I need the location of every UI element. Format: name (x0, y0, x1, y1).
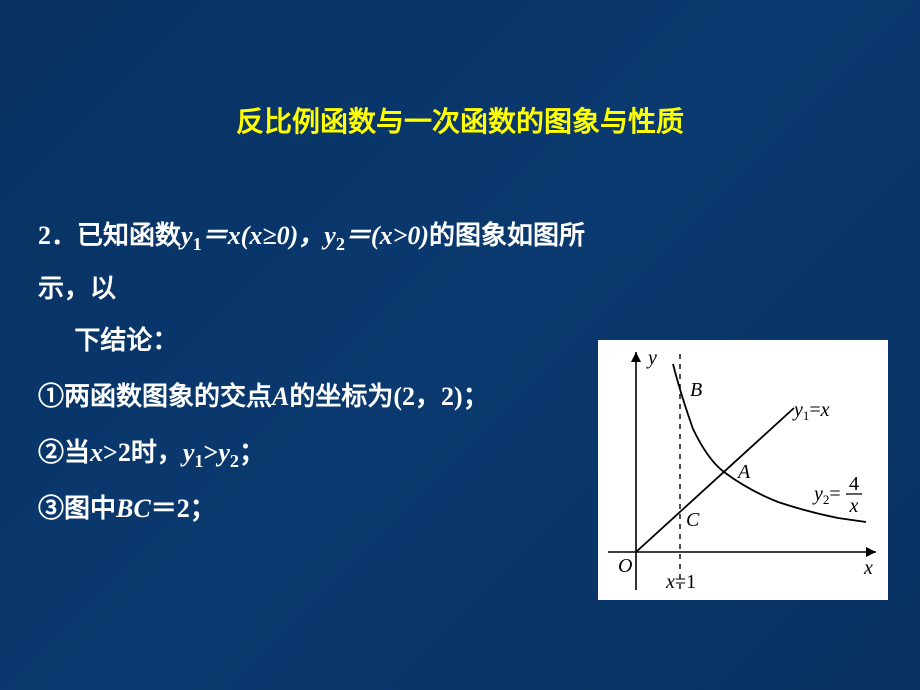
stmt2-posta: >2时， (103, 438, 183, 467)
slide: 反比例函数与一次函数的图象与性质 2．已知函数y1＝x(x≥0)，y2＝(x>0… (0, 0, 920, 690)
statement-1: ①两函数图象的交点A的坐标为(2，2)； (38, 371, 598, 423)
y2-series-label: y2= 4 x (812, 473, 862, 517)
origin-label: O (618, 555, 632, 577)
statement-2: ②当x>2时，y1>y2； (38, 427, 598, 480)
y2-frac-den: x (849, 495, 859, 517)
y1-sub: 1 (193, 234, 202, 254)
stmt3-pre: 图中 (64, 494, 116, 523)
stmt2-tail: ； (239, 438, 265, 467)
point-C-label: C (686, 509, 700, 531)
stmt2-gt: > (204, 438, 219, 467)
stmt3-BC: BC (116, 494, 151, 523)
stmt2-y2: y (218, 438, 230, 467)
question-number: 2． (38, 221, 77, 250)
svg-text:y2=: y2= (812, 483, 841, 507)
vline-label: x=1 (665, 571, 696, 593)
y-axis-label: y (646, 347, 657, 369)
question-line-1: 2．已知函数y1＝x(x≥0)，y2＝(x>0)的图象如图所示，以 (38, 210, 598, 315)
y-axis-arrow (631, 352, 641, 362)
y2-var: y (324, 221, 336, 250)
point-A-label: A (736, 461, 751, 483)
y2-sub: 2 (336, 234, 345, 254)
stmt3-post: ＝2； (151, 494, 216, 523)
question-line-2: 下结论： (38, 315, 598, 367)
eq1: ＝x(x≥0)， (202, 221, 325, 250)
eq2: ＝(x>0) (345, 221, 429, 250)
stmt1-A: A (272, 382, 289, 411)
stmt2-pre: 当 (64, 438, 90, 467)
line-y1 (636, 408, 794, 552)
question-body: 2．已知函数y1＝x(x≥0)，y2＝(x>0)的图象如图所示，以 下结论： ①… (38, 210, 598, 535)
x-axis-label: x (863, 557, 873, 579)
y1-series-label: y1=x (792, 399, 830, 423)
stmt2-y2s: 2 (230, 451, 239, 471)
stmt1-marker: ① (38, 382, 64, 411)
q-text-1a: 已知函数 (77, 221, 181, 250)
y2-frac-num: 4 (849, 473, 859, 495)
stmt2-x: x (90, 438, 103, 467)
statement-3: ③图中BC＝2； (38, 483, 598, 535)
stmt2-y1: y (183, 438, 195, 467)
stmt2-y1s: 1 (194, 451, 203, 471)
stmt3-marker: ③ (38, 494, 64, 523)
y1-var: y (181, 221, 193, 250)
stmt1-pre: 两函数图象的交点 (64, 382, 272, 411)
function-diagram: A B C O x y y1=x y2= 4 x x=1 (598, 340, 888, 600)
stmt1-post: 的坐标为(2，2)； (289, 382, 488, 411)
slide-title: 反比例函数与一次函数的图象与性质 (0, 100, 920, 140)
x-axis-arrow (866, 547, 876, 557)
point-B-label: B (690, 379, 702, 401)
stmt2-marker: ② (38, 438, 64, 467)
